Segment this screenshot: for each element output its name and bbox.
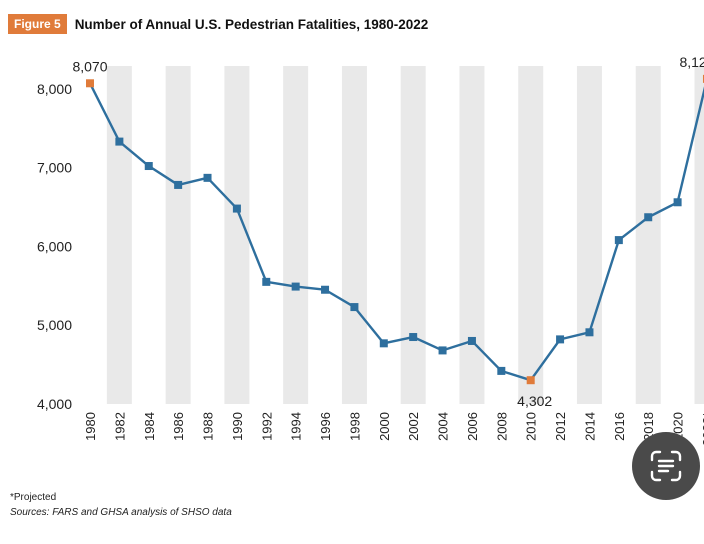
y-tick-label: 5,000 bbox=[37, 317, 72, 333]
x-tick-label: 1990 bbox=[230, 412, 245, 441]
highlight-point bbox=[526, 376, 535, 385]
data-point bbox=[144, 162, 153, 171]
x-tick-label: 2016 bbox=[612, 412, 627, 441]
x-tick-label: 2000 bbox=[377, 412, 392, 441]
x-tick-label: 1992 bbox=[259, 412, 274, 441]
data-point bbox=[467, 336, 476, 345]
data-point bbox=[644, 213, 653, 222]
data-point bbox=[262, 277, 271, 286]
x-tick-label: 2022* bbox=[700, 412, 704, 446]
data-point bbox=[438, 346, 447, 355]
y-tick-label: 4,000 bbox=[37, 396, 72, 412]
data-point bbox=[379, 339, 388, 348]
shaded-band bbox=[400, 66, 426, 404]
footnote: *Projected bbox=[10, 492, 57, 503]
data-point bbox=[321, 285, 330, 294]
chart-title: Number of Annual U.S. Pedestrian Fatalit… bbox=[74, 16, 429, 32]
data-point bbox=[614, 236, 623, 245]
x-tick-label: 2010 bbox=[524, 412, 539, 441]
x-tick-label: 2006 bbox=[465, 412, 480, 441]
x-tick-label: 1984 bbox=[142, 412, 157, 441]
data-label: 8,070 bbox=[72, 58, 107, 74]
data-point bbox=[291, 282, 300, 291]
shaded-band bbox=[165, 66, 191, 404]
shaded-band bbox=[106, 66, 132, 404]
x-tick-label: 1994 bbox=[289, 412, 304, 441]
x-tick-label: 2004 bbox=[436, 412, 451, 441]
shaded-band bbox=[341, 66, 367, 404]
sources-note: Sources: FARS and GHSA analysis of SHSO … bbox=[10, 507, 232, 518]
figure-header: Figure 5 Number of Annual U.S. Pedestria… bbox=[8, 14, 428, 34]
series-line bbox=[88, 82, 704, 382]
data-point bbox=[174, 180, 183, 189]
x-tick-label: 2014 bbox=[582, 412, 597, 441]
x-tick-label: 1998 bbox=[347, 412, 362, 441]
data-point bbox=[350, 303, 359, 312]
shaded-band bbox=[635, 66, 661, 404]
y-tick-label: 7,000 bbox=[37, 160, 72, 176]
x-tick-label: 2002 bbox=[406, 412, 421, 441]
data-point bbox=[556, 335, 565, 344]
y-tick-label: 8,000 bbox=[37, 81, 72, 97]
data-label: 8,126 bbox=[679, 54, 704, 70]
shaded-band bbox=[224, 66, 250, 404]
shaded-band bbox=[459, 66, 485, 404]
data-point bbox=[203, 173, 212, 182]
highlight-point bbox=[86, 79, 94, 88]
highlight-point bbox=[702, 74, 704, 83]
shaded-band bbox=[694, 66, 704, 404]
data-point bbox=[673, 198, 682, 207]
data-point bbox=[585, 328, 594, 337]
x-tick-label: 2012 bbox=[553, 412, 568, 441]
data-point bbox=[497, 366, 506, 375]
y-tick-label: 6,000 bbox=[37, 238, 72, 254]
x-tick-label: 1986 bbox=[171, 412, 186, 441]
data-point bbox=[232, 204, 241, 213]
figure-badge: Figure 5 bbox=[8, 14, 67, 34]
shaded-band bbox=[283, 66, 309, 404]
x-tick-label: 2008 bbox=[494, 412, 509, 441]
data-point bbox=[409, 333, 418, 342]
x-tick-label: 1982 bbox=[112, 412, 127, 441]
scan-text-icon bbox=[650, 450, 682, 482]
x-tick-label: 1988 bbox=[201, 412, 216, 441]
data-point bbox=[115, 137, 124, 146]
shaded-band bbox=[518, 66, 544, 404]
x-tick-label: 1996 bbox=[318, 412, 333, 441]
x-tick-label: 1980 bbox=[83, 412, 98, 441]
scan-text-button[interactable] bbox=[632, 432, 700, 500]
data-label: 4,302 bbox=[517, 393, 552, 409]
shaded-band bbox=[576, 66, 602, 404]
